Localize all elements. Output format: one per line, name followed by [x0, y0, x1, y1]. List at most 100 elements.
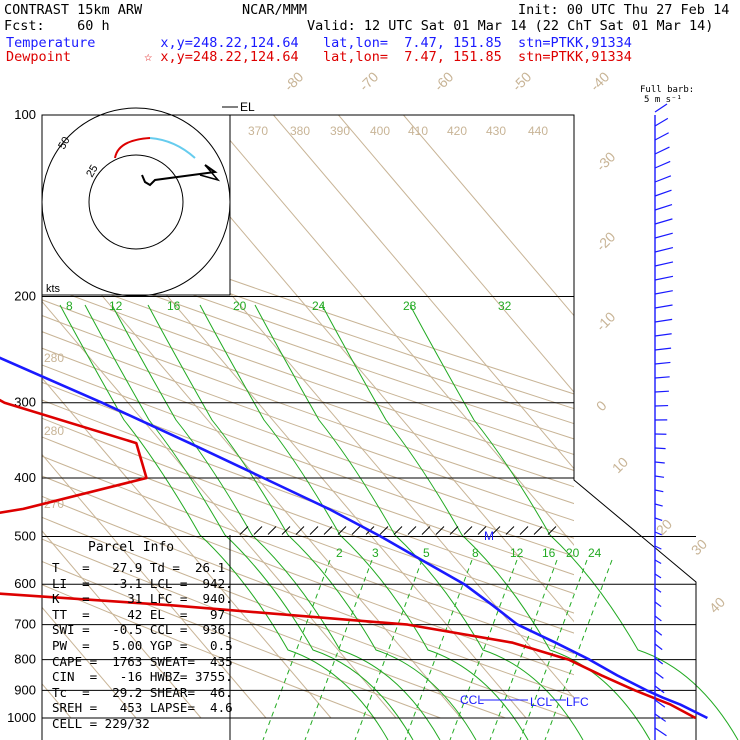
hodograph: 25 50 kts: [41, 107, 231, 297]
moist-adiabat-line: [111, 304, 441, 740]
wind-barb: [654, 643, 663, 651]
pressure-label: 1000: [7, 710, 36, 725]
init-time: Init: 00 UTC Thu 27 Feb 14: [518, 2, 730, 18]
wind-barb: [654, 304, 673, 309]
wind-barb: [654, 146, 670, 155]
pressure-label: 800: [14, 652, 36, 667]
wind-barb: [654, 347, 672, 351]
wind-barb: [654, 531, 662, 536]
parcel-info-row: SREH = 453 LAPSE= 4.6: [52, 700, 233, 716]
hatch-mark: [295, 526, 305, 535]
dry-adiabat-label: 390: [330, 124, 350, 138]
hatch-mark: [267, 526, 277, 535]
mixing-ratio-line: [354, 559, 423, 740]
temperature-legend: Temperature x,y=248.22,124.64 lat,lon= 7…: [6, 35, 632, 51]
parcel-info-row: K = 31 LFC = 940.: [52, 591, 233, 607]
isotherm-line: [42, 530, 202, 719]
parcel-info-row: CELL = 229/32: [52, 716, 150, 731]
hodograph-ring-label: 50: [56, 135, 73, 152]
wind-barb: [654, 713, 667, 722]
hatch-mark: [323, 526, 333, 535]
valid-time: Valid: 12 UTC Sat 01 Mar 14 (22 ChT Sat …: [307, 18, 714, 34]
hodograph-units: kts: [46, 283, 61, 295]
pressure-label: 600: [14, 576, 36, 591]
mixing-ratio-label: 16: [542, 546, 556, 560]
moist-adiabat-label: 32: [498, 299, 512, 313]
wind-barb: [654, 629, 663, 636]
isotherm-label: -70: [356, 68, 382, 94]
pressure-label: 100: [14, 107, 36, 122]
moist-adiabat-line: [409, 304, 739, 740]
dry-adiabat-label: 280: [44, 351, 64, 365]
dry-adiabat-line: [42, 475, 574, 676]
wind-barb: [654, 103, 668, 113]
pressure-label: 200: [14, 289, 36, 304]
level-label: LFC: [566, 695, 589, 709]
hatch-mark: [253, 526, 263, 535]
wind-barb: [654, 247, 674, 253]
mixing-ratio-label: 5: [423, 546, 430, 560]
isotherm-label: -10: [593, 308, 619, 334]
wind-barb: [654, 447, 666, 450]
dry-adiabat-line: [42, 254, 574, 440]
wind-barb: [654, 615, 662, 622]
hatch-mark: [533, 526, 543, 535]
isotherm-line: [0, 115, 6, 718]
wind-barb: [654, 160, 671, 169]
wind-barb: [654, 699, 666, 708]
level-label: M: [484, 529, 494, 543]
pressure-label: 500: [14, 528, 36, 543]
mixing-ratio-line: [489, 559, 558, 740]
hodograph-ring-label: 25: [84, 163, 101, 180]
dry-adiabat-line: [42, 584, 376, 719]
isotherm-line: [338, 115, 574, 393]
hodograph-ring-50: [41, 107, 231, 297]
dry-adiabat-line: [42, 211, 574, 395]
dry-adiabat-label: 430: [486, 124, 506, 138]
dewpoint-legend: Dewpoint ☆ x,y=248.22,124.64 lat,lon= 7.…: [6, 49, 632, 65]
isotherm-line: [42, 606, 137, 719]
isotherm-label: -80: [281, 68, 307, 94]
hatch-mark: [379, 526, 389, 535]
isotherm-label: -40: [587, 68, 613, 94]
hatch-mark: [309, 526, 319, 535]
hodograph-trace-mid: [149, 137, 196, 159]
moist-adiabat-label: 16: [167, 299, 181, 313]
wind-barb: [654, 318, 673, 323]
wind-barb: [654, 545, 662, 550]
mixing-ratio-label: 8: [472, 546, 479, 560]
wind-barb: [654, 503, 663, 507]
isotherm-label: 0: [593, 397, 610, 414]
isotherm-line: [403, 115, 574, 317]
dry-adiabat-line: [42, 381, 574, 576]
moist-adiabat-label: 8: [66, 299, 73, 313]
dry-adiabat-line: [42, 268, 574, 456]
wind-barb: [654, 685, 665, 694]
hatch-mark: [477, 526, 487, 535]
wind-barb: [654, 175, 672, 183]
hatch-mark: [519, 526, 529, 535]
parcel-info-row: SWI = -0.5 CCL = 936.: [52, 622, 233, 638]
dry-adiabat-line: [42, 399, 574, 595]
hatch-mark: [393, 526, 403, 535]
parcel-info-row: PW = 5.00 YGP = 0.5: [52, 638, 233, 653]
moist-adiabat-label: 24: [312, 299, 326, 313]
wind-barb: [654, 203, 673, 211]
mixing-ratio-label: 20: [566, 546, 580, 560]
hatch-mark: [421, 526, 431, 535]
dry-adiabat-line: [42, 560, 441, 719]
level-label: CCL: [460, 693, 484, 707]
wind-barb: [654, 517, 663, 521]
moist-adiabat-line: [199, 304, 529, 740]
barb-header-line1: Full barb:: [640, 85, 695, 95]
wind-barb: [654, 461, 665, 464]
isotherm-label: 30: [688, 536, 710, 558]
parcel-info-row: LI = -3.1 LCL = 942.: [52, 575, 233, 591]
dry-adiabat-line: [42, 331, 574, 522]
series-line-dewpoint: [0, 398, 697, 720]
wind-barb: [654, 475, 665, 478]
wind-barb: [654, 559, 662, 565]
moist-adiabat-label: 28: [403, 299, 417, 313]
dry-adiabat-label: 400: [370, 124, 390, 138]
dry-adiabat-line: [42, 538, 506, 719]
